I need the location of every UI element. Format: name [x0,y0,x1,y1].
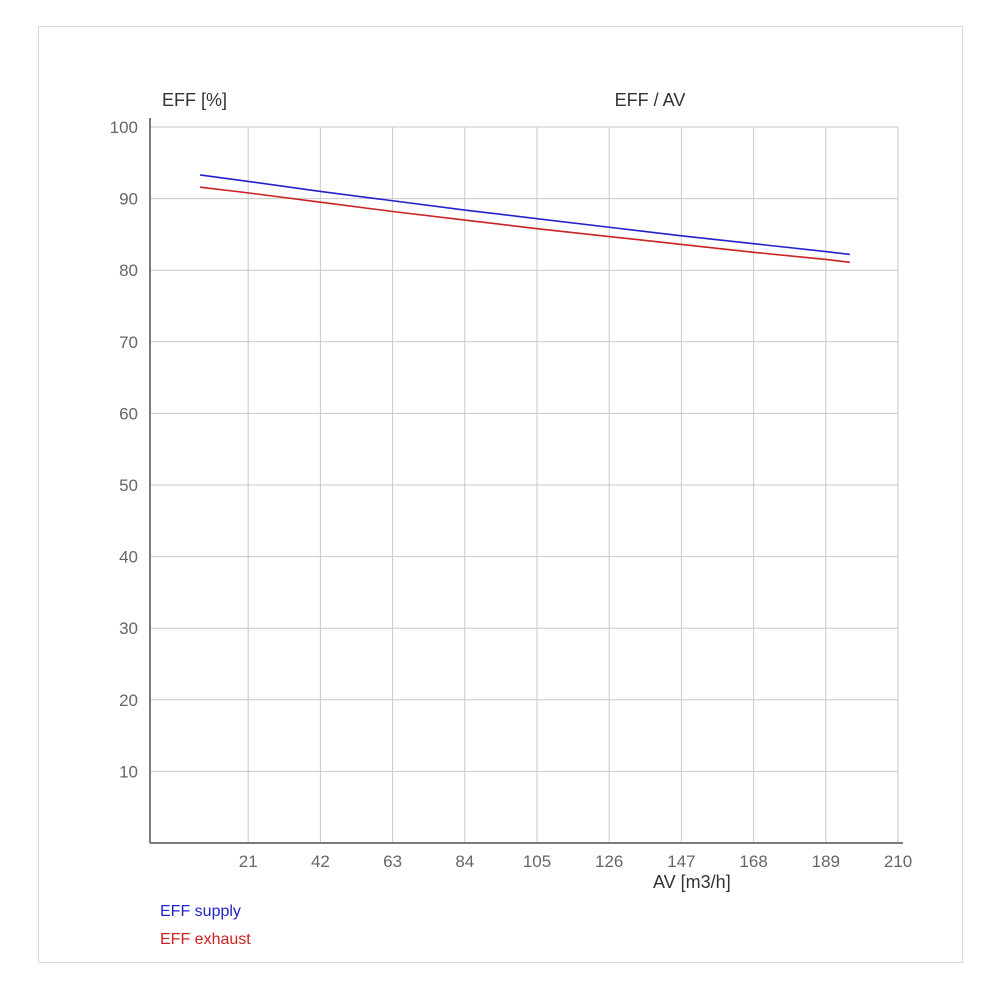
y-tick-label: 10 [119,762,138,781]
series-line-1 [199,186,850,264]
x-axis-title: AV [m3/h] [653,872,731,892]
y-axis-title: EFF [%] [162,90,228,110]
y-tick-label: 40 [119,548,138,567]
x-tick-label: 189 [812,852,840,871]
page-border [38,26,963,963]
y-tick-label: 20 [119,691,138,710]
chart-title: EFF / AV [614,90,686,110]
y-tick-label: 60 [119,404,138,423]
x-tick-label: 147 [667,852,695,871]
x-tick-label: 84 [455,852,474,871]
y-tick-label: 30 [119,619,138,638]
y-tick-label: 100 [110,118,138,137]
y-tick-label: 70 [119,333,138,352]
x-tick-label: 63 [383,852,402,871]
y-tick-label: 50 [119,476,138,495]
x-tick-label: 210 [884,852,912,871]
x-tick-label: 126 [595,852,623,871]
y-tick-label: 90 [119,190,138,209]
series-line-0 [199,174,850,256]
x-tick-label: 168 [739,852,767,871]
legend-item-supply: EFF supply [160,903,241,920]
x-tick-label: 21 [239,852,258,871]
legend-item-exhaust: EFF exhaust [160,931,251,948]
y-tick-label: 80 [119,261,138,280]
x-tick-label: 105 [523,852,551,871]
x-tick-label: 42 [311,852,330,871]
